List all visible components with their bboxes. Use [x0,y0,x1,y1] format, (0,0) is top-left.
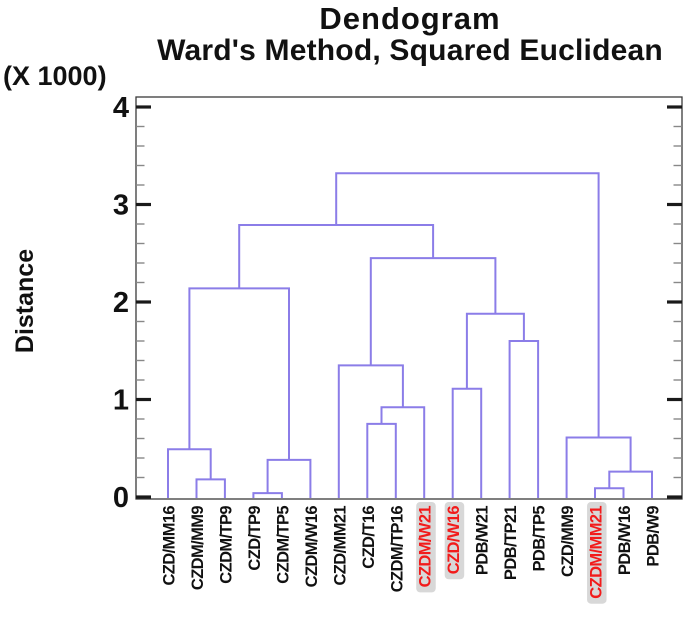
merge-link [252,492,283,498]
y-tick-label: 3 [113,190,129,222]
x-label-group: CZD/MM21 [331,506,349,586]
x-label: CZD/MM9 [559,506,577,577]
merge-link [238,224,435,289]
merge-link [465,312,525,389]
merge-link [188,287,290,460]
y-tick-label: 1 [113,385,129,417]
x-label: CZDM/W16 [303,506,321,588]
chart-subtitle: Ward's Method, Squared Euclidean [157,34,663,67]
x-label-group: CZD/MM16 [161,506,179,586]
x-label-highlight-bg [587,502,607,604]
x-label: CZDM/TP16 [388,506,406,593]
x-label-group: CZDM/MM21 [587,502,607,604]
merge-link [508,340,540,498]
x-label-group: PDB/W9 [644,506,662,567]
x-label-group: CZDM/TP16 [388,506,406,593]
merge-link [167,448,212,498]
x-label-group: CZDM/TP9 [217,506,235,584]
merge-link [366,422,397,498]
merge-link [608,470,653,498]
x-label-highlighted: CZDM/MM21 [588,506,606,599]
x-label: PDB/W21 [474,506,492,576]
x-label-group: PDB/W16 [616,506,634,576]
merge-link [380,406,426,498]
x-label-group: CZD/TP9 [246,506,264,571]
x-label-group: CZDM/TP5 [274,506,292,584]
merge-link [335,172,600,438]
x-label-group: CZD/MM9 [559,506,577,577]
x-label: CZD/T16 [360,506,378,569]
x-label: PDB/W16 [616,506,634,576]
x-label-highlighted: CZDM/W21 [417,506,435,588]
x-label-group: PDB/TP21 [502,506,520,580]
x-label-group: CZDM/MM9 [189,506,207,591]
x-label: CZDM/TP5 [274,506,292,584]
x-label-highlight-bg [444,502,465,580]
y-axis-label: Distance [11,249,39,353]
merge-link [369,257,497,366]
y-axis-scale-note: (X 1000) [3,61,107,91]
merge-link [195,478,226,498]
x-label-group: CZDM/W21 [416,502,436,593]
x-label-highlighted: CZD/W16 [445,506,463,575]
x-label-group: PDB/TP5 [531,506,549,572]
x-label: CZD/MM16 [161,506,179,586]
x-label: CZD/MM21 [331,506,349,586]
x-label-highlight-bg [416,502,436,593]
x-label-group: PDB/W21 [474,506,492,576]
x-label: CZDM/MM9 [189,506,207,591]
x-label-group: CZD/W16 [444,502,465,580]
chart-title: Dendogram [319,1,500,36]
y-tick-label: 4 [113,92,129,124]
merge-link [594,487,625,498]
y-tick-label: 0 [113,482,129,514]
x-label-group: CZDM/W16 [303,506,321,588]
merge-link [337,364,404,498]
x-label: PDB/TP5 [531,506,549,572]
x-label: CZD/TP9 [246,506,264,571]
y-tick-label: 2 [113,287,129,319]
plot-area: 0 1 2 3 4 CZD/MM16 CZDM/MM9 CZDM/TP9 CZD/TP9 CZDM… [113,92,683,604]
plot-frame [135,96,683,500]
merge-link [451,387,483,498]
x-label-group: CZD/T16 [360,506,378,569]
x-label: CZDM/TP9 [217,506,235,584]
x-label: PDB/W9 [644,506,662,567]
x-label: PDB/TP21 [502,506,520,580]
